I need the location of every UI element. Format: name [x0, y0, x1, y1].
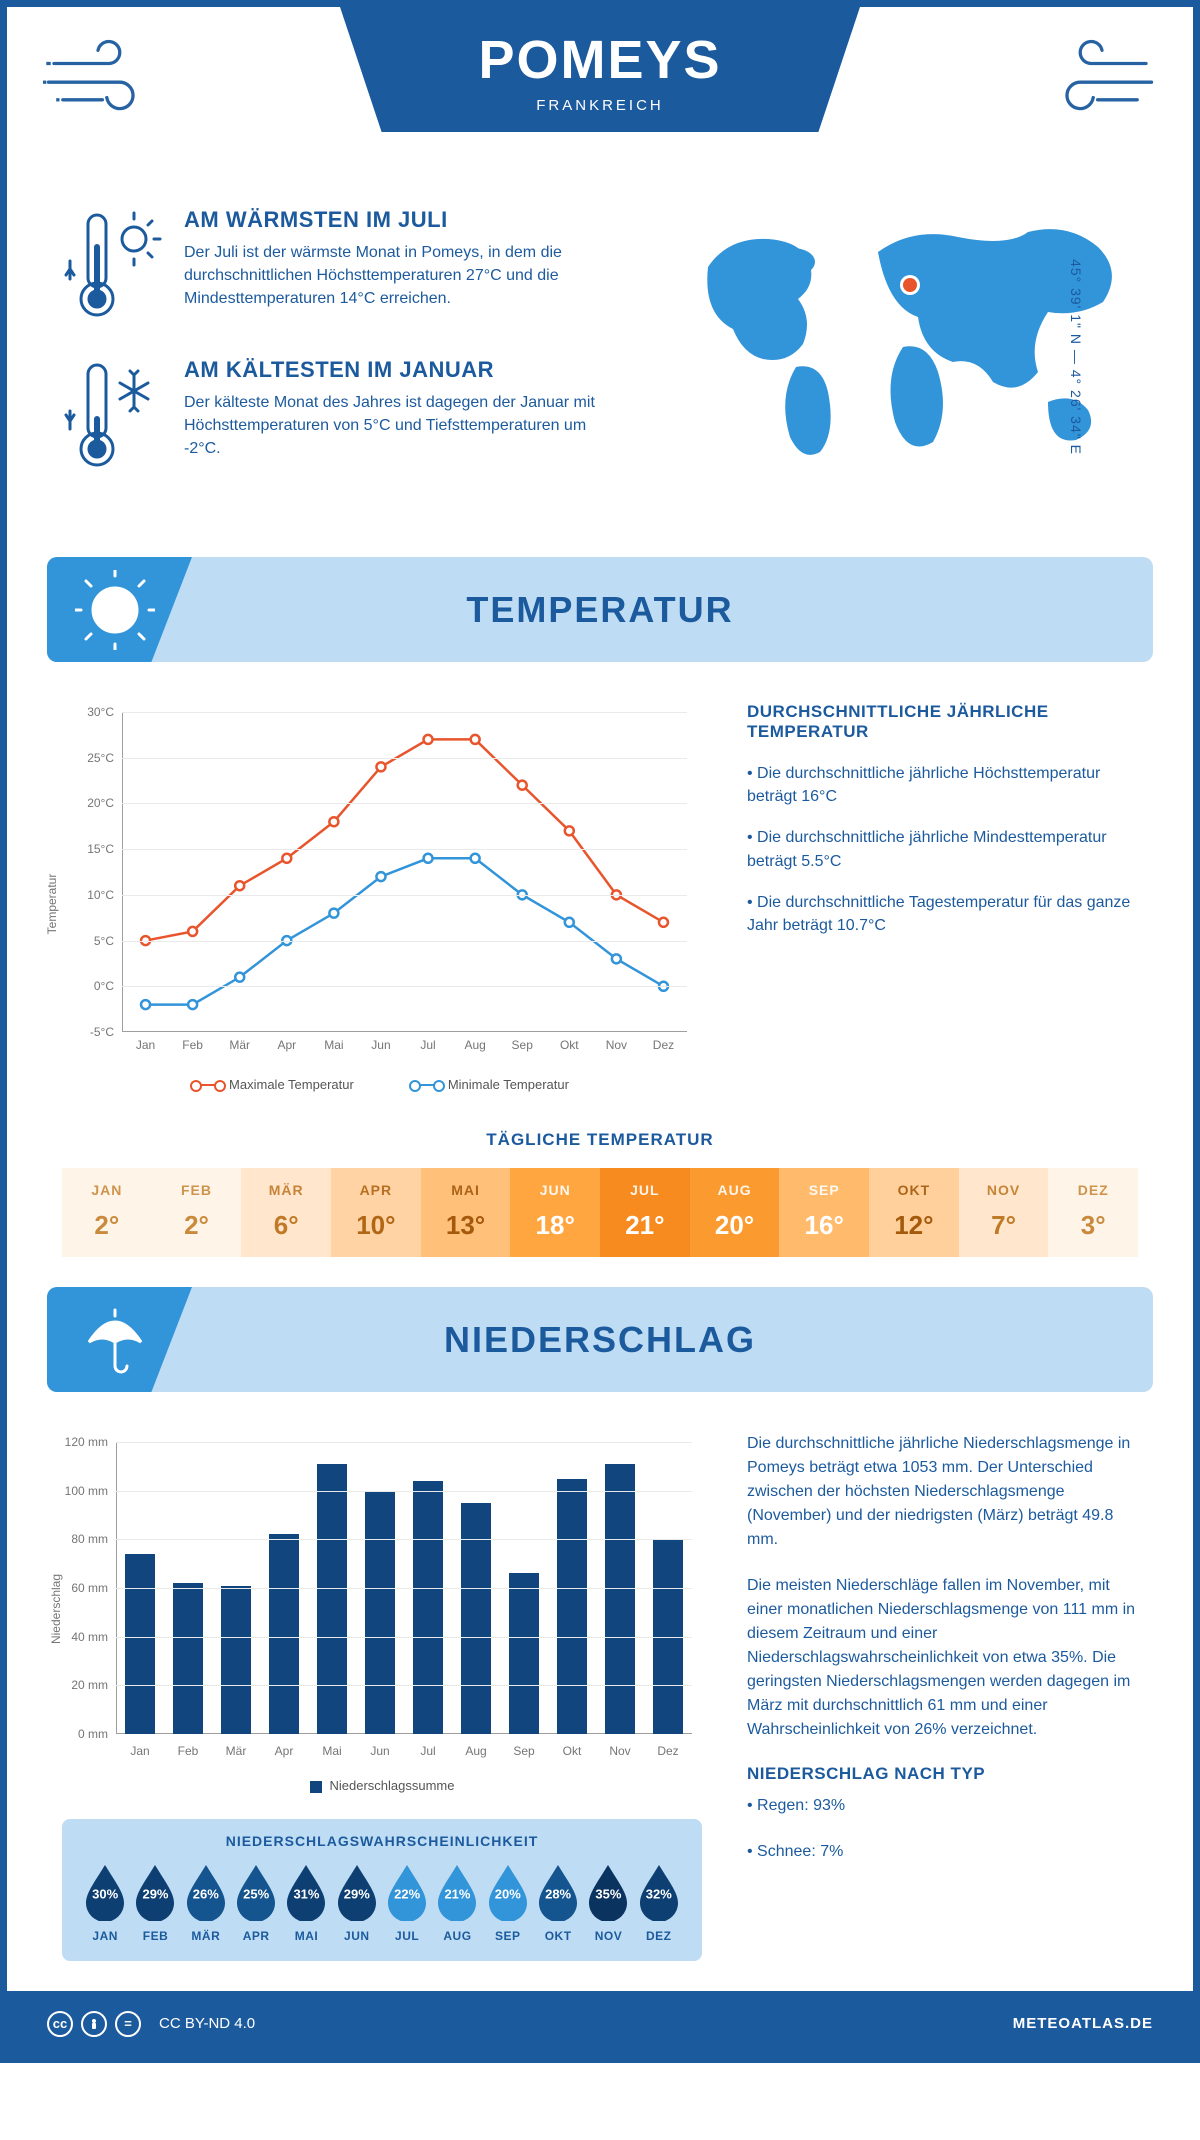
precip-title: NIEDERSCHLAG [444, 1319, 756, 1361]
precip-prob-drop: 21%AUG [432, 1863, 482, 1943]
precip-probability-box: NIEDERSCHLAGSWAHRSCHEINLICHKEIT 30%JAN29… [62, 1819, 702, 1961]
daily-temp-cell: OKT12° [869, 1168, 959, 1257]
license-badges: cc = CC BY-ND 4.0 [47, 2011, 255, 2037]
bar-legend: Niederschlagssumme [62, 1778, 702, 1793]
bar-y-label: Niederschlag [49, 1574, 63, 1644]
by-icon [81, 2011, 107, 2037]
precip-type-title: NIEDERSCHLAG NACH TYP [747, 1764, 1138, 1784]
precip-prob-drop: 25%APR [231, 1863, 281, 1943]
wind-icon [43, 35, 153, 125]
daily-temp-cell: MÄR6° [241, 1168, 331, 1257]
daily-temp-cell: DEZ3° [1048, 1168, 1138, 1257]
daily-temp-cell: SEP16° [779, 1168, 869, 1257]
temperature-banner: TEMPERATUR [47, 557, 1153, 662]
header: POMEYS FRANKREICH [7, 7, 1193, 177]
daily-temp-grid: JAN2°FEB2°MÄR6°APR10°MAI13°JUN18°JUL21°A… [62, 1168, 1138, 1257]
thermometer-sun-icon [62, 207, 162, 322]
precip-bar-chart: Niederschlag JanFebMärAprMaiJunJulAugSep… [62, 1432, 702, 1772]
chart-legend: Maximale Temperatur Minimale Temperatur [62, 1077, 702, 1092]
daily-temp-cell: NOV7° [959, 1168, 1049, 1257]
title-banner: POMEYS FRANKREICH [340, 7, 860, 132]
brand-label: METEOATLAS.DE [1013, 2015, 1153, 2032]
cc-icon: cc [47, 2011, 73, 2037]
license-text: CC BY-ND 4.0 [159, 2015, 255, 2032]
footer: cc = CC BY-ND 4.0 METEOATLAS.DE [7, 1991, 1193, 2056]
fact-warm-text: Der Juli ist der wärmste Monat in Pomeys… [184, 241, 604, 311]
fact-warmest: AM WÄRMSTEN IM JULI Der Juli ist der wär… [62, 207, 638, 322]
precip-prob-drop: 32%DEZ [634, 1863, 684, 1943]
fact-cold-title: AM KÄLTESTEN IM JANUAR [184, 357, 604, 383]
precip-prob-drop: 20%SEP [483, 1863, 533, 1943]
sun-icon [75, 570, 155, 650]
precip-prob-drop: 29%FEB [130, 1863, 180, 1943]
daily-temp-cell: AUG20° [690, 1168, 780, 1257]
umbrella-icon [75, 1300, 155, 1380]
daily-temp-cell: FEB2° [152, 1168, 242, 1257]
daily-temp-cell: JUL21° [600, 1168, 690, 1257]
precip-banner: NIEDERSCHLAG [47, 1287, 1153, 1392]
temperature-line-chart: Temperatur Maximale Temperatur Minimale … [62, 702, 702, 1092]
infographic-frame: POMEYS FRANKREICH AM WÄRMSTEN IM JULI De… [0, 0, 1200, 2063]
precip-text: Die durchschnittliche jährliche Niedersc… [747, 1432, 1138, 1961]
precip-prob-drop: 35%NOV [583, 1863, 633, 1943]
daily-temp-cell: JUN18° [510, 1168, 600, 1257]
temp-facts-title: DURCHSCHNITTLICHE JÄHRLICHE TEMPERATUR [747, 702, 1138, 742]
city-title: POMEYS [430, 29, 770, 91]
precip-prob-drop: 22%JUL [382, 1863, 432, 1943]
temperature-facts: DURCHSCHNITTLICHE JÄHRLICHE TEMPERATUR •… [747, 702, 1138, 1092]
y-axis-label: Temperatur [45, 874, 59, 935]
precip-prob-drop: 30%JAN [80, 1863, 130, 1943]
fact-warm-title: AM WÄRMSTEN IM JULI [184, 207, 604, 233]
precip-prob-drop: 28%OKT [533, 1863, 583, 1943]
wind-icon [1047, 35, 1157, 125]
daily-temp-cell: MAI13° [421, 1168, 511, 1257]
daily-temp-cell: APR10° [331, 1168, 421, 1257]
temperature-title: TEMPERATUR [466, 589, 733, 631]
nd-icon: = [115, 2011, 141, 2037]
precip-prob-drop: 29%JUN [332, 1863, 382, 1943]
country-label: FRANKREICH [430, 97, 770, 114]
daily-temp-title: TÄGLICHE TEMPERATUR [7, 1130, 1193, 1150]
world-map: 45° 39' 1" N — 4° 26' 34" E [678, 207, 1138, 507]
prob-title: NIEDERSCHLAGSWAHRSCHEINLICHKEIT [80, 1833, 684, 1849]
fact-coldest: AM KÄLTESTEN IM JANUAR Der kälteste Mona… [62, 357, 638, 472]
thermometer-snow-icon [62, 357, 162, 472]
daily-temp-cell: JAN2° [62, 1168, 152, 1257]
fact-cold-text: Der kälteste Monat des Jahres ist dagege… [184, 391, 604, 461]
precip-prob-drop: 31%MAI [281, 1863, 331, 1943]
coordinates: 45° 39' 1" N — 4° 26' 34" E [1068, 259, 1084, 455]
intro-section: AM WÄRMSTEN IM JULI Der Juli ist der wär… [7, 177, 1193, 527]
precip-prob-drop: 26%MÄR [181, 1863, 231, 1943]
